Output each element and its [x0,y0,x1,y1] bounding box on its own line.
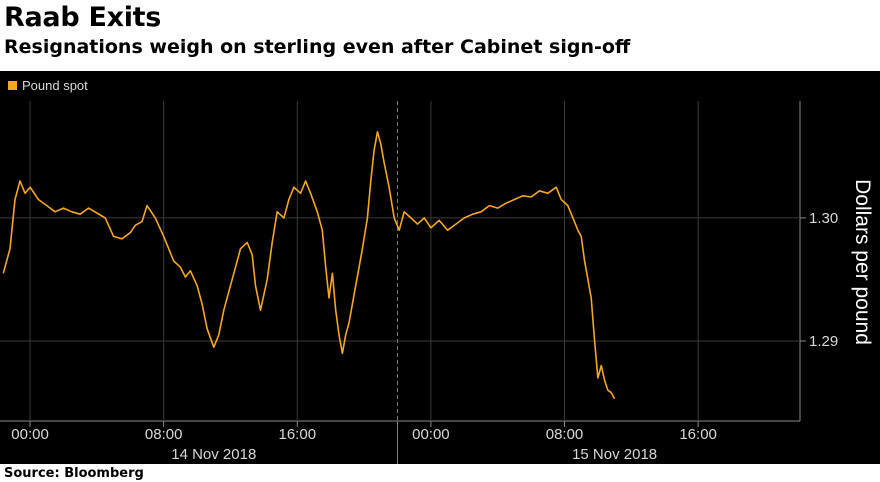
x-tick-label: 00:00 [412,426,450,443]
date-label: 15 Nov 2018 [572,446,657,463]
chart-panel [0,71,880,464]
y-tick-label: 1.29 [809,333,838,350]
chart-canvas: 00:00 08:00 16:00 00:00 08:00 16:00 1.29 1.30 14… [0,101,838,464]
date-label: 14 Nov 2018 [171,446,256,463]
legend-swatch [8,81,17,90]
chart-title: Raab Exits [4,2,162,33]
source-note: Source: Bloomberg [4,466,144,481]
chart-subtitle: Resignations weigh on sterling even afte… [4,36,631,58]
x-tick-label: 16:00 [279,426,317,443]
x-tick-label: 16:00 [679,426,717,443]
chart-legend: Pound spot [8,78,88,93]
pound-spot-series-line [2,130,616,400]
legend-label: Pound spot [22,78,88,93]
x-tick-label: 00:00 [11,426,49,443]
x-tick-label: 08:00 [145,426,183,443]
y-axis-label: Dollars per pound [851,179,874,345]
x-tick-label: 08:00 [546,426,584,443]
y-tick-label: 1.30 [809,210,838,227]
